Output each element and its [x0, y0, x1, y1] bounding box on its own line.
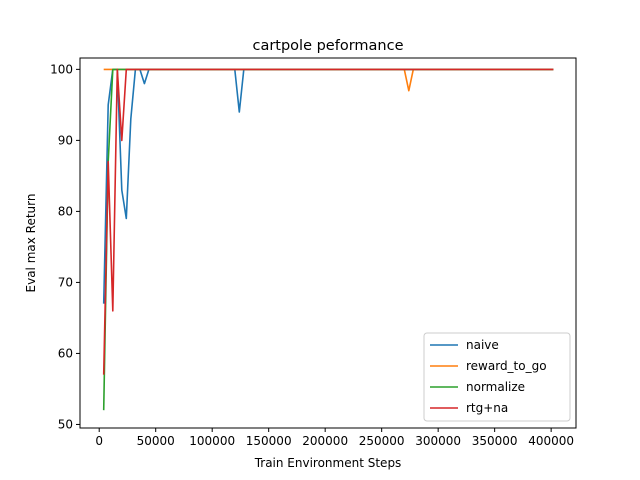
- x-tick-label: 250000: [359, 434, 405, 448]
- legend-label: normalize: [466, 380, 525, 394]
- y-tick-label: 90: [58, 133, 73, 147]
- x-tick-label: 300000: [415, 434, 461, 448]
- legend-label: naive: [466, 338, 499, 352]
- y-tick-label: 60: [58, 346, 73, 360]
- y-tick-label: 80: [58, 204, 73, 218]
- y-tick-label: 50: [58, 417, 73, 431]
- y-tick-label: 70: [58, 275, 73, 289]
- plot-lines: [102, 68, 554, 411]
- x-tick-label: 200000: [302, 434, 348, 448]
- y-tick-label: 100: [50, 62, 73, 76]
- series-line-rtg-na: [102, 68, 554, 375]
- legend-box: [423, 332, 571, 422]
- chart-title: cartpole peformance: [252, 38, 403, 54]
- x-tick-label: 50000: [137, 434, 175, 448]
- x-tick-label: 350000: [472, 434, 518, 448]
- x-tick-label: 100000: [189, 434, 235, 448]
- x-axis: 0 50000 100000 150000 200000 250000 300000 3500…: [95, 428, 574, 448]
- legend: naive reward_to_go normalize rtg+na: [423, 332, 571, 422]
- x-tick-label: 400000: [528, 434, 574, 448]
- y-axis-label: Eval max Return: [24, 194, 38, 293]
- x-tick-label: 0: [95, 434, 103, 448]
- x-tick-label: 150000: [246, 434, 292, 448]
- legend-label: rtg+na: [466, 401, 508, 415]
- plot-frame: [79, 57, 577, 429]
- legend-label: reward_to_go: [466, 359, 547, 373]
- y-axis: 50 60 70 80 90 100: [50, 62, 80, 431]
- x-axis-label: Train Environment Steps: [254, 456, 402, 470]
